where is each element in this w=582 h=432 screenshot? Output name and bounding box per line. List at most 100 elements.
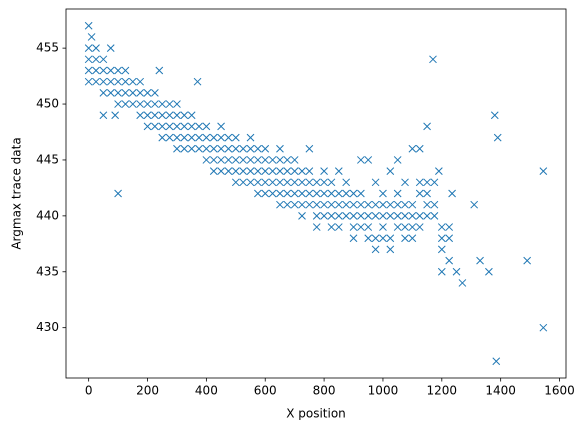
point xyxy=(320,200,328,209)
point xyxy=(158,111,167,120)
marker-stroke xyxy=(408,212,417,220)
point xyxy=(305,200,314,209)
point xyxy=(401,178,409,187)
point xyxy=(173,111,181,120)
marker-stroke xyxy=(99,111,108,120)
point xyxy=(470,200,479,209)
marker-stroke xyxy=(239,156,248,164)
marker-stroke xyxy=(357,189,365,198)
point xyxy=(342,200,351,209)
marker-stroke xyxy=(173,122,181,131)
point xyxy=(254,167,262,175)
point xyxy=(298,200,306,209)
marker-stroke xyxy=(99,66,108,75)
marker-stroke xyxy=(224,167,233,175)
marker-stroke xyxy=(158,111,167,120)
point xyxy=(429,55,437,64)
marker-stroke xyxy=(379,189,387,198)
point xyxy=(290,156,299,164)
marker-stroke xyxy=(305,178,314,187)
point xyxy=(92,44,100,52)
point xyxy=(320,189,328,198)
marker-stroke xyxy=(180,111,189,120)
point xyxy=(327,189,336,198)
point xyxy=(106,66,115,75)
point xyxy=(84,21,93,30)
point xyxy=(437,234,446,243)
point xyxy=(312,223,321,231)
marker-stroke xyxy=(342,178,351,187)
marker-stroke xyxy=(327,189,336,198)
point xyxy=(298,178,306,187)
marker-stroke xyxy=(268,189,277,198)
point xyxy=(364,223,373,231)
marker-stroke xyxy=(312,223,321,231)
point xyxy=(87,33,96,41)
point xyxy=(114,100,122,108)
point xyxy=(106,89,115,97)
marker-stroke xyxy=(298,189,306,198)
marker-stroke xyxy=(539,167,548,175)
marker-stroke xyxy=(114,100,122,108)
point xyxy=(180,122,189,131)
marker-stroke xyxy=(386,200,395,209)
marker-stroke xyxy=(121,100,130,108)
point xyxy=(379,223,387,231)
marker-stroke xyxy=(143,89,152,97)
point xyxy=(290,200,299,209)
marker-stroke xyxy=(209,144,218,153)
marker-stroke xyxy=(327,178,336,187)
point xyxy=(106,77,115,86)
point xyxy=(128,77,137,86)
x-tick-label: 1600 xyxy=(544,384,575,398)
point xyxy=(423,178,431,187)
point xyxy=(187,111,196,120)
marker-stroke xyxy=(246,144,255,153)
point xyxy=(357,189,365,198)
marker-stroke xyxy=(217,122,225,131)
marker-stroke xyxy=(490,111,499,120)
marker-stroke xyxy=(290,189,299,198)
point xyxy=(268,178,277,187)
marker-stroke xyxy=(423,189,431,198)
marker-stroke xyxy=(379,223,387,231)
marker-stroke xyxy=(349,223,358,231)
marker-stroke xyxy=(165,133,174,142)
marker-stroke xyxy=(320,167,328,175)
point xyxy=(143,122,152,131)
marker-stroke xyxy=(202,156,211,164)
marker-stroke xyxy=(334,167,343,175)
marker-stroke xyxy=(415,178,424,187)
point xyxy=(320,167,328,175)
point xyxy=(357,212,365,220)
marker-stroke xyxy=(276,200,284,209)
marker-stroke xyxy=(470,200,479,209)
point xyxy=(327,178,336,187)
x-tick-label: 200 xyxy=(136,384,159,398)
marker-stroke xyxy=(437,223,446,231)
point xyxy=(458,279,467,287)
marker-stroke xyxy=(342,189,351,198)
marker-stroke xyxy=(423,212,431,220)
marker-stroke xyxy=(136,89,145,97)
marker-stroke xyxy=(290,167,299,175)
marker-stroke xyxy=(408,223,417,231)
marker-stroke xyxy=(84,21,93,30)
marker-stroke xyxy=(87,33,96,41)
point xyxy=(136,111,145,120)
marker-stroke xyxy=(429,55,437,64)
y-tick-label: 440 xyxy=(36,208,59,222)
point xyxy=(539,167,548,175)
marker-stroke xyxy=(187,122,196,131)
point xyxy=(430,178,439,187)
marker-stroke xyxy=(209,156,218,164)
marker-stroke xyxy=(408,200,417,209)
marker-stroke xyxy=(430,212,439,220)
marker-stroke xyxy=(158,133,167,142)
y-tick-label: 430 xyxy=(36,320,59,334)
marker-stroke xyxy=(298,178,306,187)
marker-stroke xyxy=(136,100,145,108)
point xyxy=(276,200,284,209)
point xyxy=(423,200,431,209)
point xyxy=(283,189,292,198)
